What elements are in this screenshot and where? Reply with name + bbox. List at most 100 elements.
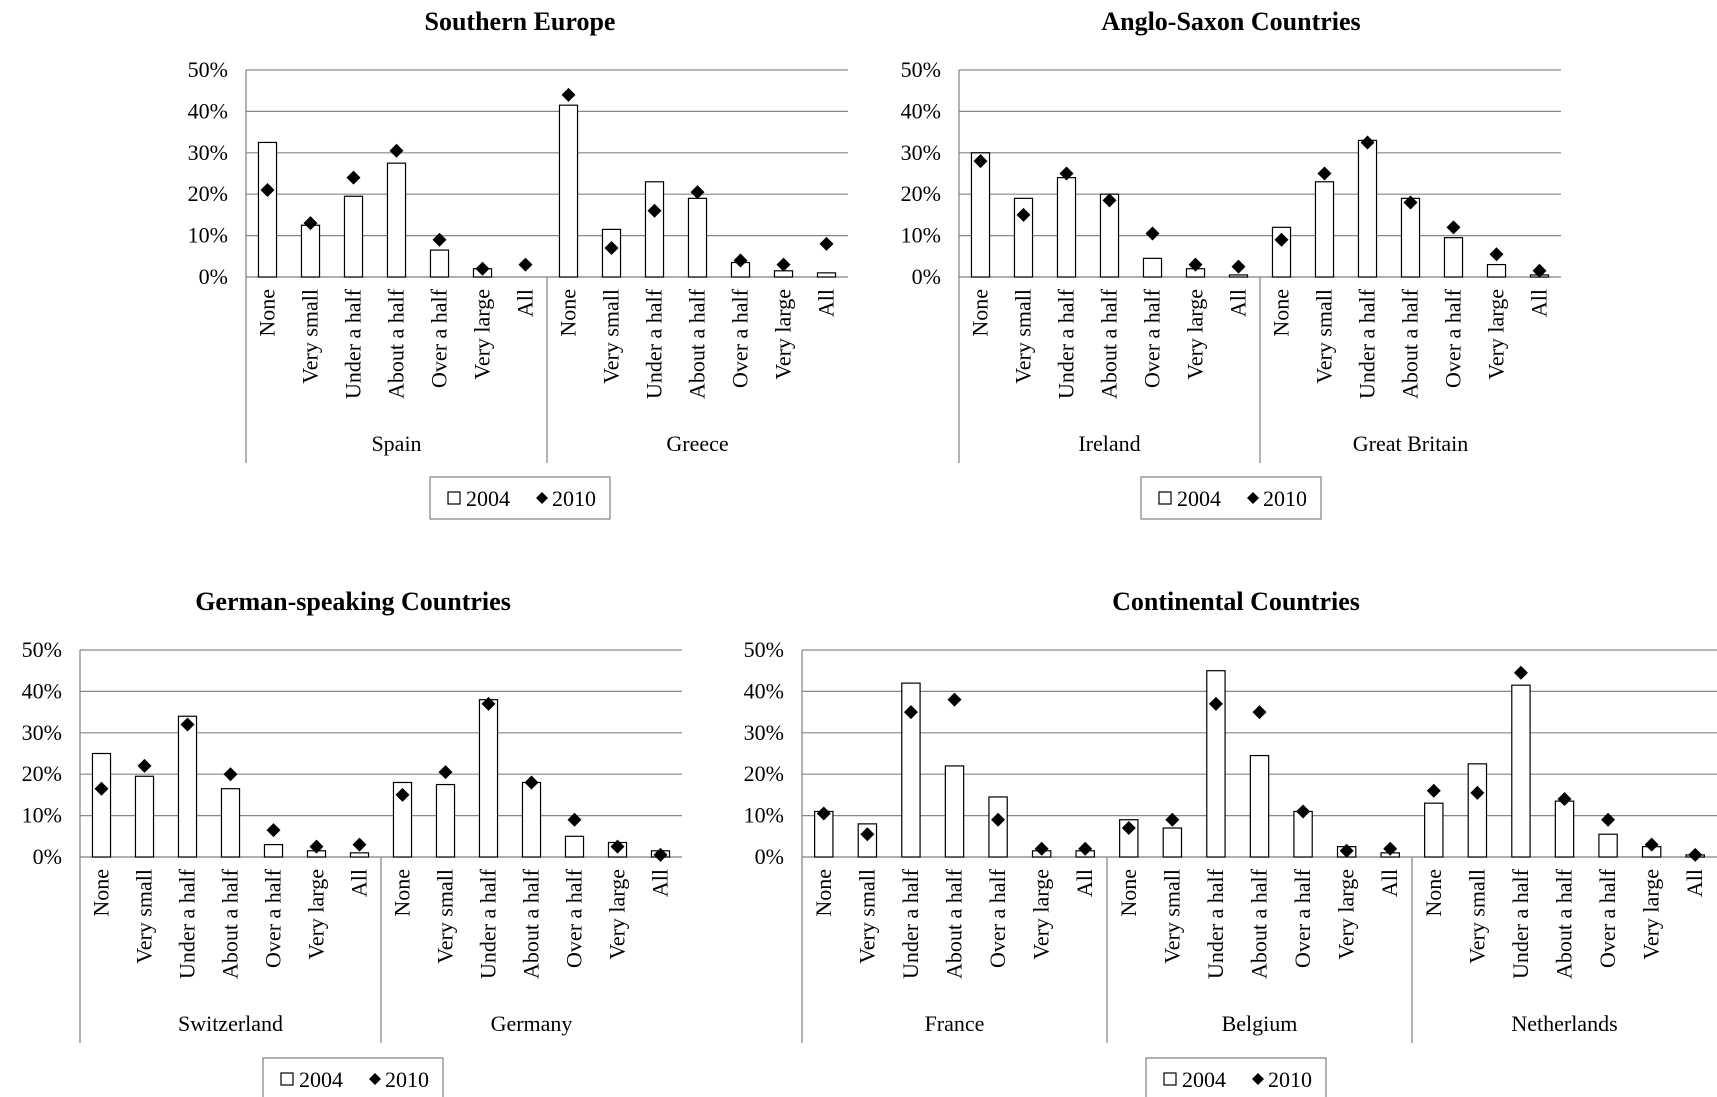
bar-2004 (1467, 763, 1488, 858)
y-tick-label: 0% (33, 844, 62, 869)
marker-2010 (389, 143, 404, 158)
legend-swatch-2004 (1163, 1072, 1177, 1086)
marker-2010 (1317, 166, 1332, 181)
marker-2010 (1188, 257, 1203, 272)
marker-2010 (604, 241, 619, 256)
marker-2010 (947, 692, 962, 707)
x-category-label: Over a half (1441, 288, 1466, 388)
bar-2004 (1142, 257, 1163, 278)
x-category-label: Under a half (1508, 868, 1533, 979)
x-category-label: Very large (1029, 869, 1054, 960)
x-category-label: Under a half (1355, 288, 1380, 399)
x-category-label: About a half (942, 868, 967, 979)
bar-2004 (1511, 684, 1531, 858)
marker-2010 (1688, 847, 1703, 862)
x-category-label: None (556, 289, 581, 337)
y-tick-label: 30% (188, 140, 228, 165)
y-tick-label: 50% (22, 637, 62, 662)
marker-2010 (1532, 263, 1547, 278)
marker-2010 (395, 787, 410, 802)
bar-2004 (1314, 181, 1335, 278)
bar-2004 (134, 775, 155, 858)
marker-2010 (610, 839, 625, 854)
x-category-label: Over a half (261, 868, 286, 968)
x-category-label: Very large (1334, 869, 1359, 960)
bar-2004 (816, 272, 837, 278)
marker-2010 (819, 236, 834, 251)
marker-2010 (1489, 247, 1504, 262)
bar-2004 (91, 752, 112, 858)
x-category-label: Very large (304, 869, 329, 960)
legend: 2004 2010 (429, 476, 611, 520)
x-category-label: All (814, 289, 839, 317)
bar-2004 (1598, 833, 1618, 858)
marker-2010 (1121, 821, 1136, 836)
marker-2010 (653, 847, 668, 862)
x-category-label: About a half (685, 288, 710, 399)
x-category-label: Very large (470, 289, 495, 380)
legend-label-2004: 2004 (1182, 1067, 1226, 1092)
y-tick-label: 0% (755, 844, 784, 869)
marker-2010 (991, 812, 1006, 827)
bar-2004 (1554, 800, 1575, 858)
legend-swatch-2010 (536, 492, 548, 504)
bar-2004 (1013, 197, 1034, 278)
chart-title: Southern Europe (425, 7, 616, 36)
marker-2010 (481, 696, 496, 711)
marker-2010 (1601, 812, 1616, 827)
marker-2010 (1446, 220, 1461, 235)
legend-swatch-2004 (1158, 491, 1172, 505)
x-category-label: Over a half (562, 868, 587, 968)
bar-2004 (435, 783, 456, 858)
marker-2010 (690, 185, 705, 200)
marker-2010 (1644, 837, 1659, 852)
bar-2004 (558, 104, 579, 278)
legend: 2004 2010 (1140, 476, 1322, 520)
marker-2010 (973, 154, 988, 169)
marker-2010 (137, 758, 152, 773)
x-category-label: All (1682, 869, 1707, 897)
marker-2010 (733, 253, 748, 268)
marker-2010 (1470, 785, 1485, 800)
y-tick-label: 20% (188, 181, 228, 206)
marker-2010 (567, 812, 582, 827)
marker-2010 (352, 837, 367, 852)
marker-2010 (432, 232, 447, 247)
x-category-label: Very small (1159, 869, 1184, 964)
legend-swatch-2010 (369, 1073, 381, 1085)
x-category-label: Over a half (1140, 288, 1165, 388)
x-category-label: Under a half (1054, 288, 1079, 399)
y-tick-label: 30% (901, 140, 941, 165)
bar-2004 (263, 843, 284, 858)
marker-2010 (346, 170, 361, 185)
x-category-label: About a half (218, 868, 243, 979)
legend-label-2010: 2010 (385, 1067, 429, 1092)
marker-2010 (1252, 705, 1267, 720)
legend-label-2004: 2004 (1177, 486, 1221, 511)
x-category-label: Very small (599, 289, 624, 384)
x-category-label: Under a half (175, 868, 200, 979)
chart-panel-3: German-speaking Countries 0% 10% 20% 30% 40% 5… (22, 587, 682, 1097)
x-category-label: Very small (298, 289, 323, 384)
bar-2004 (220, 788, 241, 858)
x-category-label: Very small (1312, 289, 1337, 384)
marker-2010 (94, 781, 109, 796)
bar-2004 (773, 270, 794, 278)
bar-2004 (644, 181, 665, 278)
marker-2010 (303, 216, 318, 231)
bar-2004 (970, 152, 991, 278)
x-category-label: All (513, 289, 538, 317)
marker-2010 (223, 767, 238, 782)
y-tick-label: 0% (199, 264, 228, 289)
marker-2010 (524, 775, 539, 790)
group-label: Ireland (1078, 431, 1140, 456)
bar-2004 (177, 715, 198, 858)
marker-2010 (1034, 841, 1049, 856)
x-category-label: All (1226, 289, 1251, 317)
y-tick-label: 20% (744, 761, 784, 786)
x-category-label: Very large (771, 289, 796, 380)
x-category-label: Over a half (728, 288, 753, 388)
marker-2010 (1016, 207, 1031, 222)
x-category-label: Very small (1464, 869, 1489, 964)
x-category-label: About a half (384, 288, 409, 399)
